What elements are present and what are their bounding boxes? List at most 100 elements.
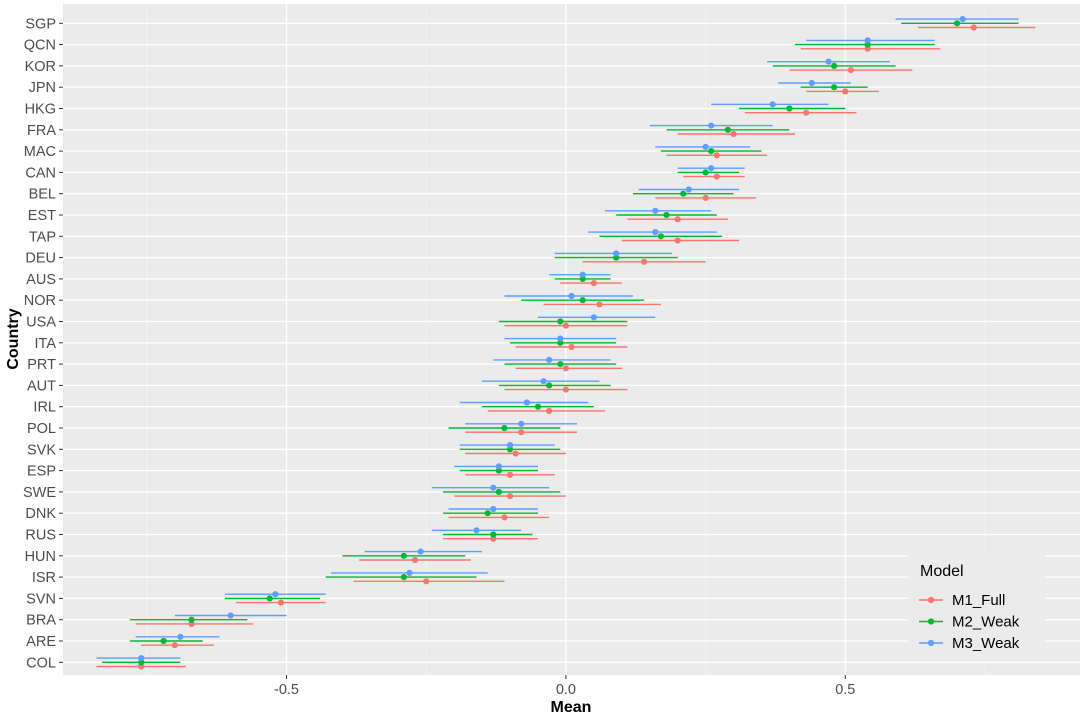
point-M2_Weak-HUN bbox=[400, 552, 407, 559]
point-M1_Full-ESP bbox=[506, 471, 514, 478]
y-tick-label: NOR bbox=[24, 293, 56, 309]
y-tick-label: AUT bbox=[27, 378, 56, 394]
x-tick-label: 0.5 bbox=[835, 682, 855, 698]
legend-items: M1_Full M2_Weak M3_Weak bbox=[919, 592, 1020, 652]
point-M3_Weak-AUS bbox=[579, 271, 586, 278]
y-tick-label: KOR bbox=[25, 59, 56, 75]
point-M1_Full-MAC bbox=[713, 152, 720, 159]
point-M3_Weak-TAP bbox=[652, 229, 659, 236]
point-M3_Weak-EST bbox=[652, 207, 659, 214]
point-M2_Weak-TAP bbox=[657, 233, 665, 240]
point-M2_Weak-BRA bbox=[188, 616, 195, 623]
y-tick-label: DNK bbox=[25, 506, 56, 522]
y-tick-label: COL bbox=[26, 655, 56, 671]
point-M3_Weak-IRL bbox=[523, 399, 530, 406]
point-M1_Full-AUS bbox=[590, 280, 597, 287]
y-tick-label: QCN bbox=[24, 38, 56, 54]
y-tick-label: FRA bbox=[27, 123, 56, 139]
point-M1_Full-HUN bbox=[411, 556, 419, 564]
y-tick-label: EST bbox=[28, 208, 56, 224]
point-M1_Full-POL bbox=[518, 429, 525, 436]
y-tick-label: TAP bbox=[29, 229, 56, 245]
point-M2_Weak-ISR bbox=[400, 574, 407, 581]
point-M1_Full-AUT bbox=[562, 386, 570, 393]
point-M1_Full-SGP bbox=[970, 24, 977, 31]
point-M1_Full-PRT bbox=[562, 365, 570, 372]
point-M3_Weak-SVN bbox=[272, 591, 279, 598]
y-tick-label: SGP bbox=[25, 16, 56, 32]
point-M2_Weak-SVN bbox=[266, 595, 273, 602]
point-M1_Full-SVN bbox=[277, 599, 285, 606]
point-M2_Weak-ARE bbox=[160, 637, 167, 645]
y-tick-label: JPN bbox=[29, 80, 56, 96]
point-M1_Full-SWE bbox=[506, 493, 514, 500]
point-M2_Weak-EST bbox=[663, 211, 670, 219]
point-M1_Full-SVK bbox=[512, 450, 519, 457]
point-M3_Weak-HKG bbox=[769, 101, 776, 108]
point-M2_Weak-AUT bbox=[546, 382, 553, 389]
point-M3_Weak-ARE bbox=[177, 633, 184, 640]
point-M2_Weak-POL bbox=[501, 424, 508, 432]
point-M3_Weak-DNK bbox=[490, 505, 497, 513]
point-M2_Weak-RUS bbox=[490, 531, 497, 538]
point-M3_Weak-ITA bbox=[557, 335, 564, 342]
point-M3_Weak-JPN bbox=[808, 79, 815, 87]
point-M2_Weak-DNK bbox=[484, 510, 491, 517]
point-M2_Weak-JPN bbox=[831, 84, 838, 91]
point-M1_Full-EST bbox=[674, 216, 681, 223]
y-tick-label: ARE bbox=[26, 634, 56, 650]
point-M3_Weak-SVK bbox=[506, 442, 514, 449]
point-M3_Weak-HUN bbox=[417, 548, 424, 555]
x-axis-title: Mean bbox=[551, 699, 592, 716]
point-M3_Weak-BEL bbox=[685, 186, 692, 193]
y-axis: COL ARE BRA SVN ISR HUN RUS DNK SWE ESP SVK POL IRL A… bbox=[23, 16, 63, 671]
legend-label: M1_Full bbox=[952, 592, 1005, 609]
y-tick-label: SWE bbox=[23, 485, 56, 501]
point-M1_Full-ITA bbox=[568, 343, 575, 351]
y-tick-label: BEL bbox=[29, 187, 56, 203]
y-tick-label: POL bbox=[27, 421, 56, 437]
y-tick-label: SVK bbox=[27, 442, 56, 458]
legend: Model M1_Full M2_Weak M3_Weak bbox=[908, 553, 1045, 661]
legend-title: Model bbox=[920, 563, 964, 580]
point-M2_Weak-KOR bbox=[831, 62, 838, 69]
point-M1_Full-ARE bbox=[171, 642, 178, 649]
point-M1_Full-USA bbox=[562, 322, 570, 329]
legend-key-point bbox=[927, 639, 935, 647]
point-M3_Weak-AUT bbox=[540, 378, 547, 385]
point-M3_Weak-MAC bbox=[702, 143, 709, 150]
data-layer bbox=[96, 16, 1036, 670]
point-M1_Full-DEU bbox=[641, 258, 648, 265]
x-tick-label: -0.5 bbox=[274, 682, 299, 698]
point-M1_Full-BEL bbox=[702, 194, 709, 201]
point-M2_Weak-SWE bbox=[495, 488, 502, 495]
point-M2_Weak-USA bbox=[557, 318, 564, 325]
point-M3_Weak-COL bbox=[138, 655, 145, 662]
y-tick-label: ESP bbox=[27, 464, 56, 480]
y-axis-title: Country bbox=[5, 308, 22, 369]
point-M2_Weak-BEL bbox=[680, 190, 687, 197]
y-tick-label: HUN bbox=[25, 549, 56, 565]
point-M1_Full-HKG bbox=[803, 109, 810, 116]
point-M3_Weak-DEU bbox=[613, 250, 620, 257]
point-M3_Weak-NOR bbox=[568, 292, 575, 300]
point-M3_Weak-BRA bbox=[227, 612, 234, 619]
point-M1_Full-ISR bbox=[423, 578, 430, 585]
point-M1_Full-NOR bbox=[596, 301, 603, 308]
y-tick-label: AUS bbox=[26, 272, 56, 288]
y-tick-label: USA bbox=[26, 315, 56, 331]
y-tick-label: ISR bbox=[32, 570, 56, 586]
legend-key-point bbox=[927, 596, 935, 604]
point-M3_Weak-POL bbox=[518, 420, 525, 427]
point-M1_Full-JPN bbox=[842, 88, 849, 95]
point-M3_Weak-USA bbox=[590, 314, 597, 321]
legend-key-point bbox=[927, 618, 935, 625]
y-tick-label: BRA bbox=[26, 613, 56, 629]
point-M3_Weak-FRA bbox=[708, 122, 715, 129]
point-M2_Weak-PRT bbox=[557, 361, 564, 368]
y-tick-label: DEU bbox=[25, 251, 56, 267]
y-tick-label: ITA bbox=[35, 336, 57, 352]
point-M2_Weak-HKG bbox=[786, 105, 793, 112]
y-tick-label: MAC bbox=[24, 144, 56, 160]
